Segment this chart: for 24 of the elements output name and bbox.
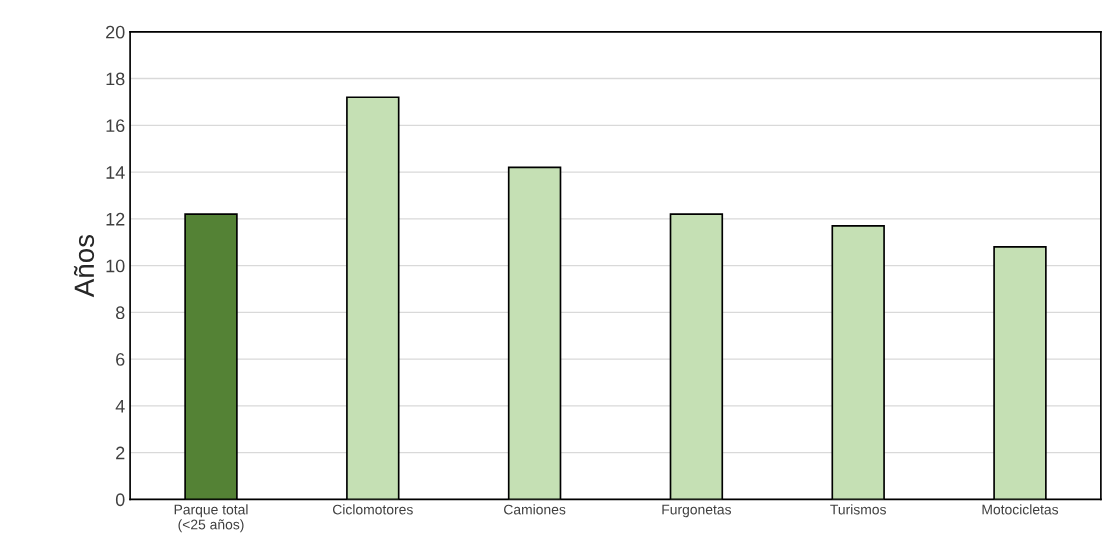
bar — [831, 225, 885, 500]
y-tick-label: 6 — [116, 353, 125, 366]
bar — [993, 246, 1047, 500]
y-tick-label: 0 — [115, 493, 125, 507]
x-tick-label: Motocicletas — [982, 504, 1059, 515]
y-tick-label: 20 — [106, 25, 125, 39]
y-tick-label: 18 — [106, 72, 125, 86]
x-tick-label: Parque total (<25 años) — [174, 504, 248, 533]
x-tick-label: Ciclomotores — [332, 504, 413, 515]
bar — [669, 213, 724, 500]
y-axis-title: Años — [73, 234, 95, 298]
y-tick-label: 2 — [116, 446, 125, 460]
y-tick-label: 8 — [115, 306, 125, 320]
x-tick-label: Furgonetas — [662, 504, 732, 518]
bar — [507, 166, 562, 500]
y-tick-label: 10 — [106, 259, 125, 273]
y-tick-label: 4 — [115, 400, 125, 413]
y-tick-label: 14 — [106, 166, 125, 179]
bar — [184, 213, 238, 500]
x-tick-label: Turismos — [830, 504, 886, 515]
y-tick-label: 12 — [106, 212, 125, 226]
bar — [346, 96, 400, 500]
x-tick-label: Camiones — [504, 504, 566, 515]
y-tick-label: 16 — [106, 119, 125, 133]
